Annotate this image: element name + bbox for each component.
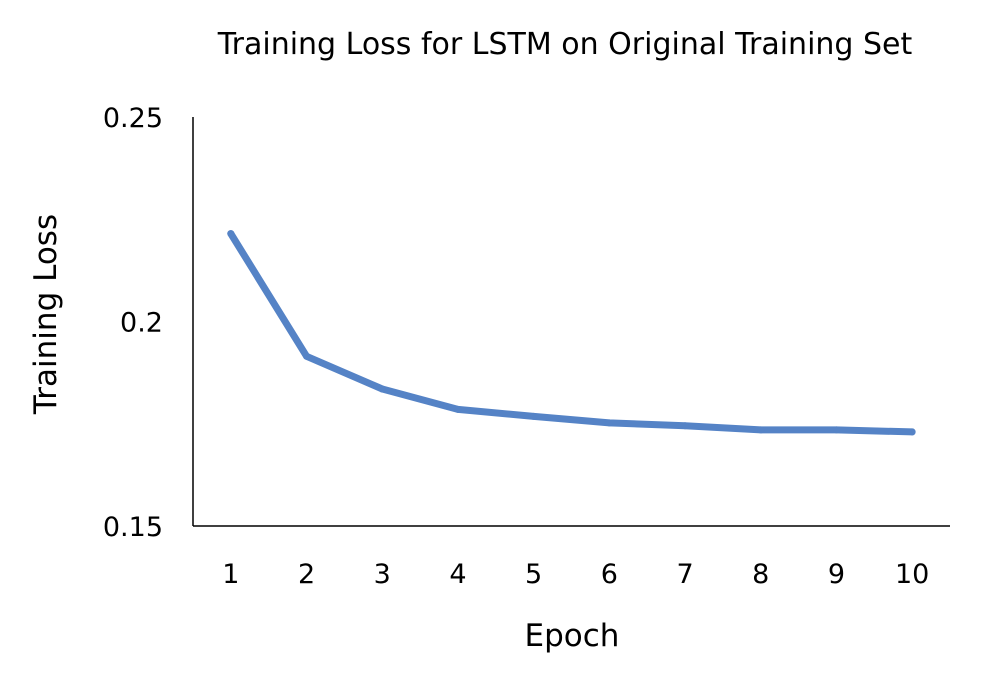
data-point [832, 426, 840, 434]
chart-title: Training Loss for LSTM on Original Train… [217, 27, 913, 62]
y-tick-label: 0.25 [103, 103, 163, 134]
x-tick-labels: 1 2 3 4 5 6 7 8 9 10 [222, 559, 929, 590]
y-tick-label: 0.15 [103, 512, 163, 543]
x-tick-label: 1 [222, 559, 239, 590]
x-axis-title: Epoch [525, 618, 620, 654]
data-point [530, 412, 538, 420]
x-tick-label: 8 [752, 559, 769, 590]
data-point [681, 422, 689, 430]
y-tick-labels: 0.25 0.2 0.15 [103, 103, 163, 543]
x-tick-label: 4 [449, 559, 466, 590]
x-tick-label: 2 [298, 559, 315, 590]
x-tick-label: 5 [525, 559, 542, 590]
data-point [908, 428, 916, 436]
data-point [757, 426, 765, 434]
data-points [227, 230, 916, 436]
data-point [227, 230, 235, 238]
data-point [605, 419, 613, 427]
y-tick-label: 0.2 [120, 308, 163, 339]
data-point [454, 405, 462, 413]
x-tick-label: 9 [828, 559, 845, 590]
x-tick-label: 7 [676, 559, 693, 590]
x-tick-label: 3 [374, 559, 391, 590]
x-tick-label: 6 [601, 559, 618, 590]
series-line [227, 230, 916, 436]
data-point [378, 385, 386, 393]
x-tick-label: 10 [895, 559, 929, 590]
y-axis-title: Training Loss [28, 214, 64, 415]
data-point [303, 352, 311, 360]
